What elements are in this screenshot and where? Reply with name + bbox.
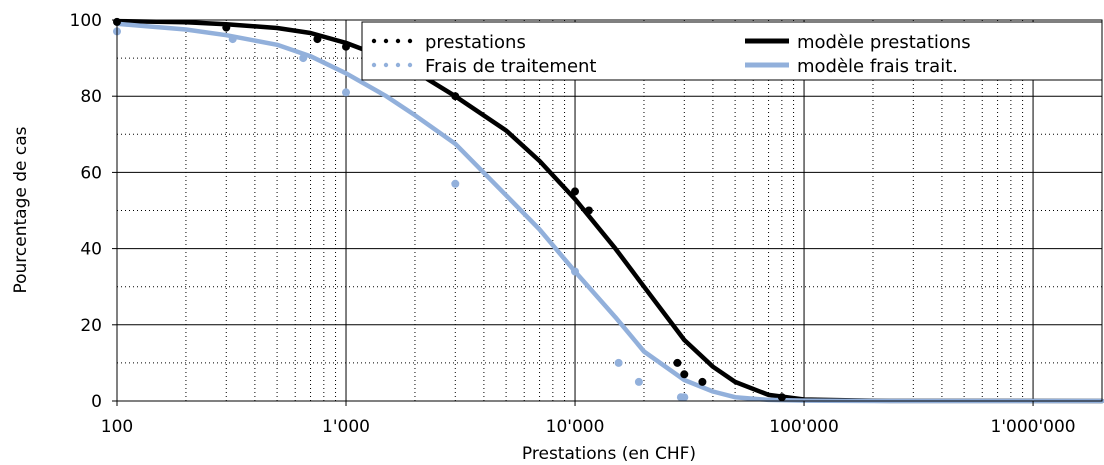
data-point-prestations <box>680 370 689 379</box>
legend-swatch-dots <box>371 38 377 44</box>
legend-label: modèle prestations <box>797 32 971 53</box>
data-point-prestations <box>451 92 460 101</box>
data-point-frais-de-traitement <box>680 393 689 402</box>
legend-label: Frais de traitement <box>425 56 597 77</box>
legend-swatch-dots <box>407 62 413 68</box>
x-tick-label: 10'000 <box>546 417 605 437</box>
legend-swatch-dots <box>383 62 389 68</box>
series-layer <box>113 17 1104 404</box>
series-line-mod-le-frais-trait- <box>114 21 1104 404</box>
legend-swatch-dots <box>395 62 401 68</box>
y-tick-label: 0 <box>91 392 102 412</box>
data-point-prestations <box>673 358 682 367</box>
series-line-mod-le-prestations <box>114 18 1104 404</box>
legend-label: modèle frais trait. <box>797 56 958 77</box>
x-axis-title: Prestations (en CHF) <box>522 444 696 464</box>
ticks: 100 1'000 10'000 100'000 1'000'000 0 20 40 60 80 1… <box>70 11 1076 437</box>
data-point-prestations <box>342 42 350 51</box>
y-tick-label: 20 <box>80 316 102 336</box>
legend: prestations Frais de traitement modèle pre… <box>361 21 1103 81</box>
data-point-frais-de-traitement <box>571 267 579 276</box>
data-point-frais-de-traitement <box>451 179 460 188</box>
data-point-frais-de-traitement <box>299 54 308 63</box>
data-point-prestations <box>698 377 707 386</box>
y-tick-label: 100 <box>70 11 102 31</box>
legend-swatch-dots <box>407 38 413 44</box>
legend-swatch-dots <box>371 62 377 68</box>
x-tick-label: 1'000'000 <box>991 417 1076 437</box>
plot-frame <box>116 19 1103 402</box>
legend-swatch-dots <box>395 38 401 44</box>
y-tick-label: 40 <box>80 240 102 260</box>
data-point-prestations <box>584 206 593 215</box>
legend-box <box>361 21 1103 81</box>
data-point-prestations <box>777 393 786 402</box>
data-point-prestations <box>222 23 231 32</box>
y-axis-title: Pourcentage de cas <box>11 126 31 293</box>
y-tick-label: 80 <box>80 87 102 107</box>
data-point-frais-de-traitement <box>634 377 643 386</box>
data-point-prestations <box>571 187 579 196</box>
x-tick-label: 100'000 <box>769 417 839 437</box>
legend-label: prestations <box>425 32 526 53</box>
y-tick-label: 60 <box>80 163 102 183</box>
x-tick-label: 1'000 <box>322 417 370 437</box>
data-point-frais-de-traitement <box>228 35 237 44</box>
data-point-prestations <box>313 35 322 44</box>
legend-swatch-dots <box>383 38 389 44</box>
data-point-frais-de-traitement <box>342 88 350 97</box>
data-point-frais-de-traitement <box>614 358 623 367</box>
x-tick-label: 100 <box>101 417 133 437</box>
